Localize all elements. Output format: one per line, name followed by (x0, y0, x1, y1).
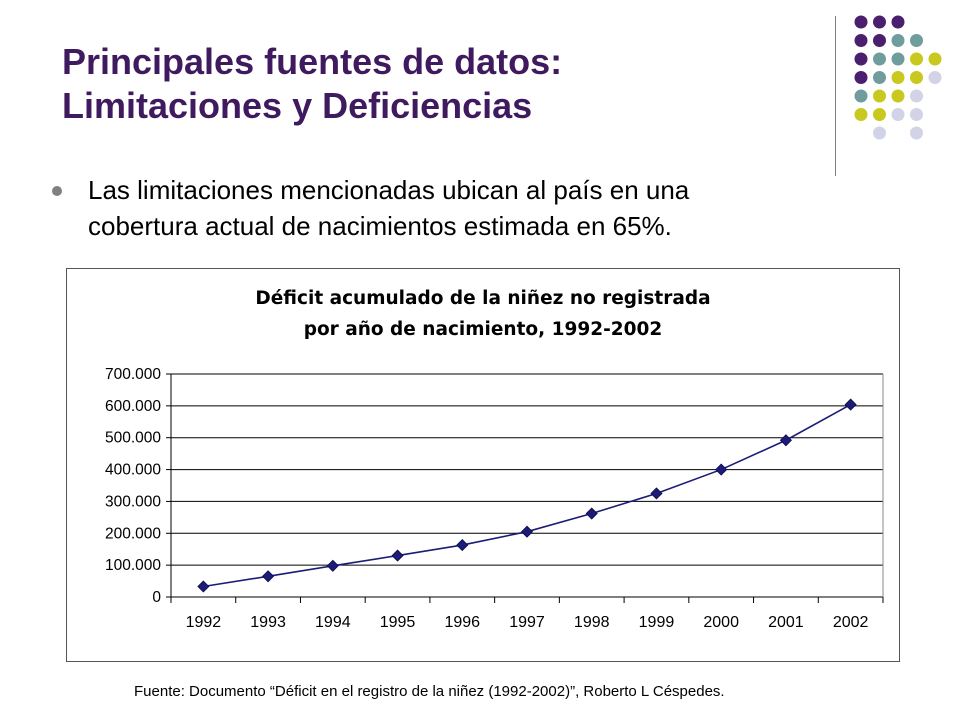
chart-title-line-2: por año de nacimiento, 1992-2002 (304, 319, 663, 340)
data-point-marker (456, 539, 469, 552)
x-tick-label: 2000 (703, 614, 739, 631)
data-point-marker (391, 549, 404, 562)
data-point-marker (650, 487, 663, 500)
decorative-dot (873, 89, 886, 103)
decorative-dot (854, 52, 868, 66)
source-caption: Fuente: Documento “Déficit en el registr… (134, 683, 725, 700)
decorative-dot (891, 15, 905, 29)
y-tick-label: 600.000 (105, 398, 161, 415)
decorative-dot (910, 71, 923, 84)
decorative-dot (910, 52, 923, 66)
decorative-dot (873, 34, 886, 47)
data-point-marker (262, 570, 275, 583)
slide-title-line-1: Principales fuentes de datos: (62, 41, 563, 82)
decorative-dot (854, 89, 868, 103)
y-tick-label: 0 (152, 589, 161, 606)
chart-title-line-1: Déficit acumulado de la niñez no registr… (255, 288, 710, 309)
decorative-dot (891, 52, 905, 66)
x-tick-label: 1997 (509, 614, 545, 631)
data-point-marker (779, 434, 792, 447)
x-tick-label: 1996 (444, 614, 480, 631)
decorative-dot (854, 108, 868, 121)
decorative-dot (873, 52, 886, 66)
decorative-dot (854, 15, 868, 29)
x-tick-label: 1993 (250, 614, 286, 631)
data-point-marker (585, 507, 598, 520)
decorative-dot (891, 34, 905, 47)
decorative-dot (854, 71, 868, 84)
data-point-marker (844, 398, 857, 411)
decorative-dot (891, 89, 905, 103)
decorative-dot (910, 108, 923, 121)
plot-area: 0 100.000 200.000 300.000 400.000 500.000 600.… (105, 366, 884, 631)
decorative-dot (854, 34, 868, 47)
x-tick-label: 1992 (186, 614, 222, 631)
bullet-text: Las limitaciones mencionadas ubican al p… (88, 172, 858, 244)
x-tick-label: 1999 (639, 614, 675, 631)
decorative-dot (910, 34, 923, 47)
x-tick-label: 1995 (380, 614, 416, 631)
x-tick-label: 2002 (833, 614, 869, 631)
decorative-dot (873, 126, 886, 140)
decorative-dot (873, 71, 886, 84)
series-line (203, 403, 852, 588)
decorative-dot (873, 15, 886, 29)
decorative-dot (928, 71, 942, 84)
chart-frame: Déficit acumulado de la niñez no registr… (66, 268, 900, 662)
decorative-dot (910, 126, 923, 140)
y-tick-label: 400.000 (105, 462, 161, 479)
decorative-dot (891, 71, 905, 84)
y-tick-label: 700.000 (105, 366, 161, 383)
data-point-marker (715, 463, 728, 476)
data-point-marker (326, 559, 339, 572)
x-tick-label: 1998 (574, 614, 610, 631)
decorative-dot (910, 89, 923, 103)
y-tick-label: 300.000 (105, 493, 161, 510)
slide-title-line-2: Limitaciones y Deficiencias (62, 85, 533, 126)
bullet-icon (52, 186, 62, 196)
y-tick-label: 500.000 (105, 430, 161, 447)
decorative-dot (891, 108, 905, 121)
bullet-text-line-1: Las limitaciones mencionadas ubican al p… (88, 175, 690, 205)
data-point-marker (197, 580, 210, 593)
y-tick-label: 200.000 (105, 525, 161, 542)
bullet-text-line-2: cobertura actual de nacimientos estimada… (88, 211, 672, 241)
y-tick-label: 100.000 (105, 557, 161, 574)
data-point-marker (520, 525, 534, 538)
decorative-dot (873, 108, 886, 121)
slide-title: Principales fuentes de datos: Limitacion… (62, 40, 762, 128)
x-tick-label: 2001 (768, 614, 804, 631)
x-tick-label: 1994 (315, 614, 351, 631)
decorative-dot (928, 52, 942, 66)
line-chart: Déficit acumulado de la niñez no registr… (105, 288, 884, 631)
decorative-divider (835, 16, 836, 176)
